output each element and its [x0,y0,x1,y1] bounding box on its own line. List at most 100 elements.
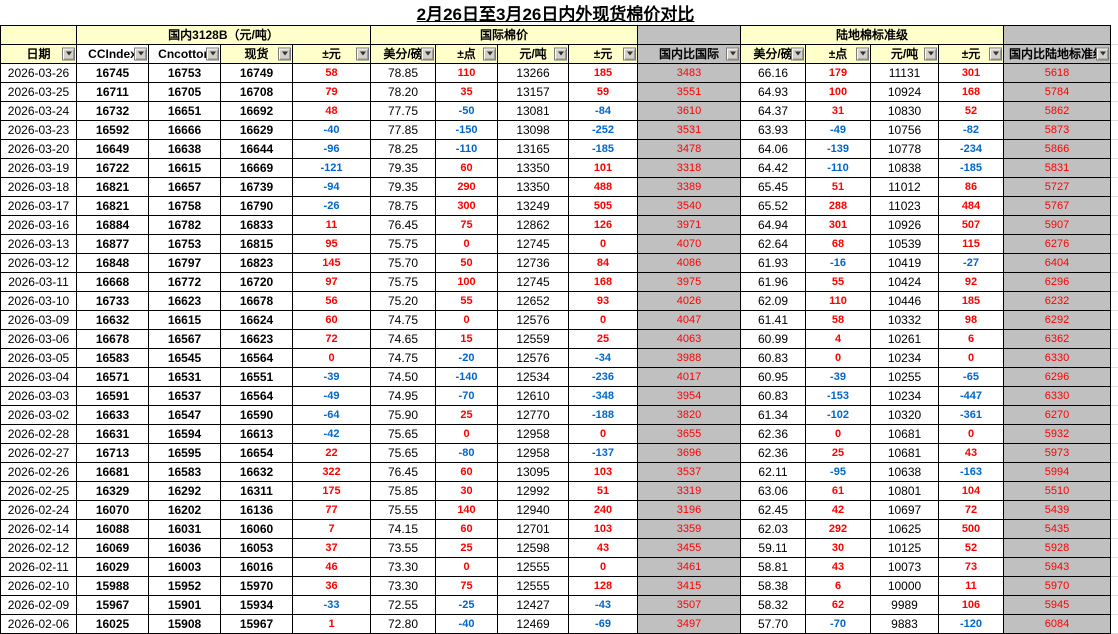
cell-intl-yuan-change[interactable]: -43 [569,595,638,614]
cell-cncotton[interactable]: 16292 [149,481,221,500]
cell-domestic-vs-upland[interactable]: 6270 [1004,405,1111,424]
cell-upland-points-change[interactable]: 110 [806,291,871,310]
cell-upland-yuan[interactable]: 10234 [871,348,939,367]
cell-upland-cents[interactable]: 58.81 [741,557,806,576]
cell-intl-cents[interactable]: 75.20 [371,291,436,310]
cell-domestic-vs-upland[interactable]: 5928 [1004,538,1111,557]
cell-intl-cents[interactable]: 74.75 [371,310,436,329]
cell-spot-price[interactable]: 16590 [221,405,293,424]
cell-upland-points-change[interactable]: -153 [806,386,871,405]
cell-domestic-vs-upland[interactable]: 6292 [1004,310,1111,329]
cell-upland-points-change[interactable]: -102 [806,405,871,424]
cell-upland-yuan-change[interactable]: 98 [939,310,1004,329]
cell-spot-price[interactable]: 16833 [221,215,293,234]
cell-upland-yuan-change[interactable]: -234 [939,139,1004,158]
cell-intl-points-change[interactable]: 25 [436,538,498,557]
cell-domestic-vs-intl[interactable]: 3537 [638,462,741,481]
cell-date[interactable]: 2026-02-26 [1,462,77,481]
cell-domestic-vs-intl[interactable]: 4070 [638,234,741,253]
cell-intl-yuan-change[interactable]: 0 [569,234,638,253]
cell-domestic-vs-upland[interactable]: 5831 [1004,158,1111,177]
col-header-intl-points-change[interactable]: ±点 [436,44,498,63]
cell-domestic-vs-upland[interactable]: 6084 [1004,614,1111,633]
cell-upland-yuan[interactable]: 9989 [871,595,939,614]
cell-upland-cents[interactable]: 62.09 [741,291,806,310]
cell-intl-cents[interactable]: 75.75 [371,234,436,253]
cell-domestic-vs-intl[interactable]: 3389 [638,177,741,196]
cell-upland-yuan-change[interactable]: 86 [939,177,1004,196]
cell-spot-price[interactable]: 16053 [221,538,293,557]
cell-upland-cents[interactable]: 64.93 [741,82,806,101]
cell-upland-cents[interactable]: 60.99 [741,329,806,348]
cell-spot-price[interactable]: 16739 [221,177,293,196]
cell-spot-change[interactable]: 60 [293,310,371,329]
cell-date[interactable]: 2026-03-16 [1,215,77,234]
cell-intl-cents[interactable]: 78.25 [371,139,436,158]
cell-upland-yuan[interactable]: 10446 [871,291,939,310]
cell-spot-price[interactable]: 16624 [221,310,293,329]
cell-upland-cents[interactable]: 60.83 [741,348,806,367]
group-header-empty-ratio-intl[interactable] [638,26,741,45]
cell-spot-price[interactable]: 16613 [221,424,293,443]
cell-intl-yuan-change[interactable]: -236 [569,367,638,386]
cell-intl-points-change[interactable]: 140 [436,500,498,519]
cell-cncotton[interactable]: 16583 [149,462,221,481]
cell-intl-yuan-change[interactable]: 488 [569,177,638,196]
cell-spot-price[interactable]: 16815 [221,234,293,253]
cell-date[interactable]: 2026-03-17 [1,196,77,215]
cell-ccindex[interactable]: 16329 [77,481,149,500]
filter-dropdown-button[interactable] [791,47,804,60]
cell-intl-cents[interactable]: 74.75 [371,348,436,367]
cell-spot-price[interactable]: 16551 [221,367,293,386]
cell-intl-cents[interactable]: 79.35 [371,177,436,196]
cell-domestic-vs-intl[interactable]: 3507 [638,595,741,614]
cell-intl-cents[interactable]: 75.55 [371,500,436,519]
cell-intl-yuan[interactable]: 12736 [498,253,569,272]
cell-upland-cents[interactable]: 62.64 [741,234,806,253]
cell-intl-cents[interactable]: 74.65 [371,329,436,348]
cell-intl-points-change[interactable]: 110 [436,63,498,82]
cell-domestic-vs-intl[interactable]: 3318 [638,158,741,177]
cell-upland-points-change[interactable]: 0 [806,424,871,443]
cell-upland-yuan[interactable]: 10838 [871,158,939,177]
cell-cncotton[interactable]: 16531 [149,367,221,386]
cell-domestic-vs-intl[interactable]: 4086 [638,253,741,272]
cell-domestic-vs-upland[interactable]: 5767 [1004,196,1111,215]
cell-intl-cents[interactable]: 78.75 [371,196,436,215]
cell-spot-change[interactable]: 79 [293,82,371,101]
cell-intl-cents[interactable]: 78.20 [371,82,436,101]
col-header-intl-yuan-change[interactable]: ±元 [569,44,638,63]
cell-intl-points-change[interactable]: -70 [436,386,498,405]
cell-ccindex[interactable]: 16633 [77,405,149,424]
cell-spot-price[interactable]: 16678 [221,291,293,310]
cell-date[interactable]: 2026-02-12 [1,538,77,557]
cell-spot-change[interactable]: -49 [293,386,371,405]
cell-cncotton[interactable]: 16545 [149,348,221,367]
cell-intl-cents[interactable]: 74.50 [371,367,436,386]
cell-spot-price[interactable]: 16060 [221,519,293,538]
cell-upland-yuan-change[interactable]: 500 [939,519,1004,538]
cell-upland-points-change[interactable]: 51 [806,177,871,196]
cell-cncotton[interactable]: 16595 [149,443,221,462]
cell-ccindex[interactable]: 16681 [77,462,149,481]
cell-domestic-vs-intl[interactable]: 3478 [638,139,741,158]
filter-dropdown-button[interactable] [134,47,147,60]
cell-spot-change[interactable]: 56 [293,291,371,310]
cell-intl-yuan[interactable]: 12992 [498,481,569,500]
cell-ccindex[interactable]: 16571 [77,367,149,386]
cell-date[interactable]: 2026-03-04 [1,367,77,386]
cell-date[interactable]: 2026-03-05 [1,348,77,367]
cell-upland-yuan[interactable]: 10073 [871,557,939,576]
col-header-upland-cents[interactable]: 美分/磅 [741,44,806,63]
cell-upland-yuan[interactable]: 10419 [871,253,939,272]
cell-upland-yuan-change[interactable]: 72 [939,500,1004,519]
cell-upland-points-change[interactable]: 6 [806,576,871,595]
cell-upland-yuan[interactable]: 10638 [871,462,939,481]
cell-intl-cents[interactable]: 76.45 [371,215,436,234]
cell-intl-points-change[interactable]: 300 [436,196,498,215]
cell-domestic-vs-upland[interactable]: 5994 [1004,462,1111,481]
cell-upland-cents[interactable]: 58.38 [741,576,806,595]
cell-spot-price[interactable]: 15934 [221,595,293,614]
cell-intl-points-change[interactable]: 25 [436,405,498,424]
cell-cncotton[interactable]: 16594 [149,424,221,443]
